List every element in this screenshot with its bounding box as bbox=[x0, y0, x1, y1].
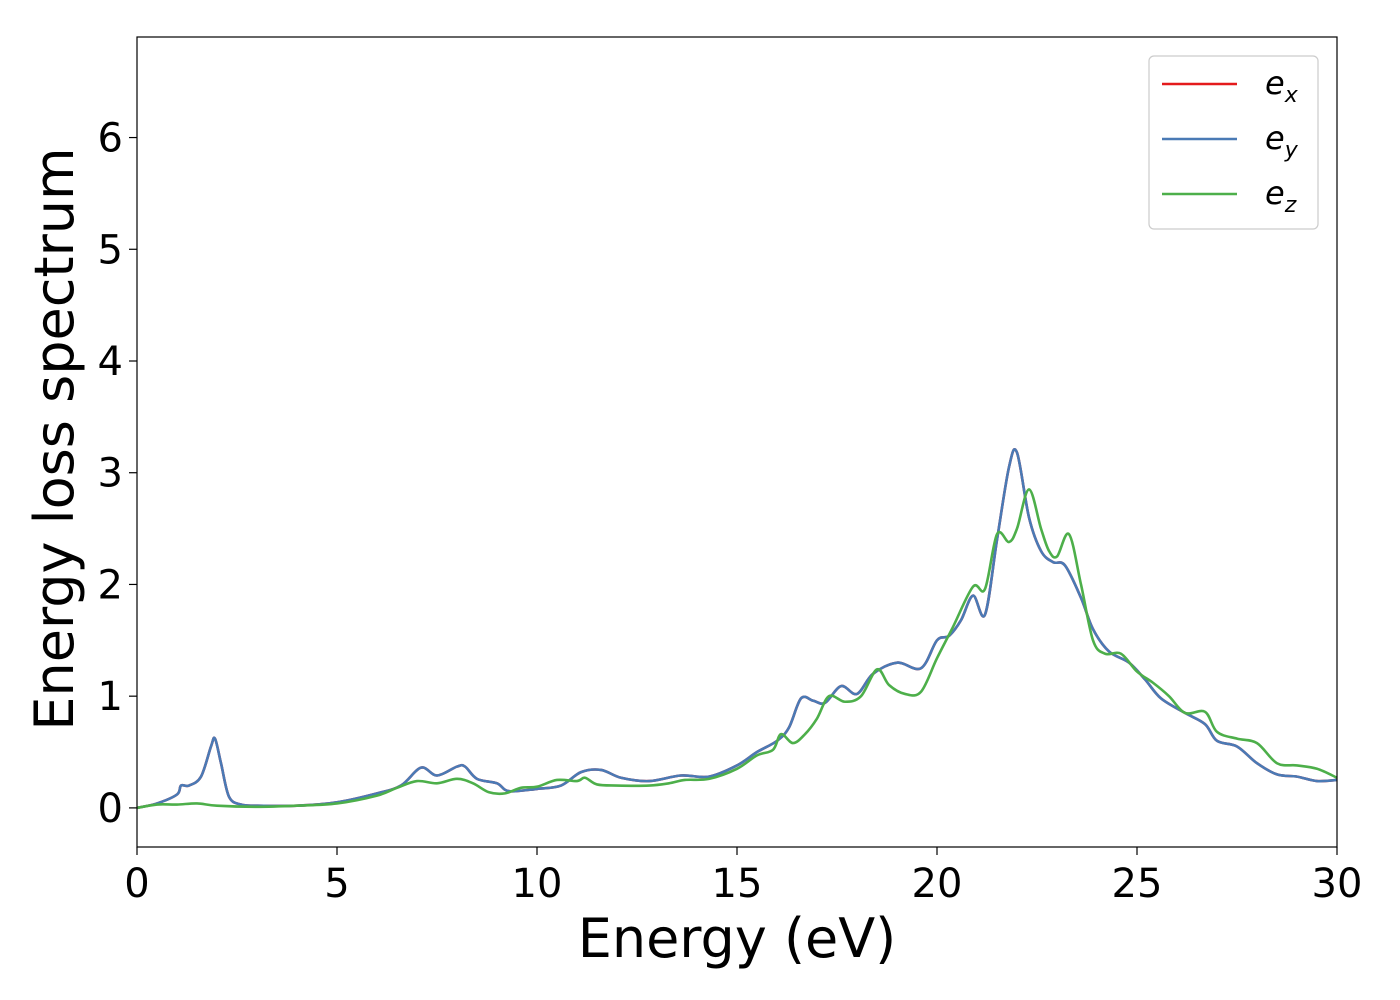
y-tick-label: 0 bbox=[98, 786, 123, 832]
x-tick-label: 20 bbox=[912, 861, 963, 907]
y-tick-label: 5 bbox=[98, 227, 123, 273]
x-axis-ticks: 0 5 10 15 20 25 30 bbox=[124, 847, 1362, 907]
legend-box bbox=[1148, 55, 1319, 230]
legend-label-y: ey bbox=[1265, 119, 1299, 163]
legend-label-x: ex bbox=[1265, 64, 1299, 108]
x-tick-label: 25 bbox=[1112, 861, 1163, 907]
x-tick-label: 0 bbox=[124, 861, 149, 907]
x-tick-label: 10 bbox=[512, 861, 563, 907]
legend-label-z: ez bbox=[1265, 174, 1297, 218]
x-tick-label: 30 bbox=[1312, 861, 1363, 907]
y-axis-label: Energy loss spectrum bbox=[23, 147, 86, 730]
x-tick-label: 5 bbox=[324, 861, 349, 907]
series-line-x bbox=[137, 448, 1337, 810]
series-line-z bbox=[137, 488, 1337, 810]
y-tick-label: 2 bbox=[98, 562, 123, 608]
x-tick-label: 15 bbox=[712, 861, 763, 907]
y-tick-label: 6 bbox=[98, 116, 123, 162]
series-line-y bbox=[137, 448, 1337, 810]
y-tick-label: 3 bbox=[98, 451, 123, 497]
y-axis-ticks: 0 1 2 3 4 5 6 bbox=[98, 116, 137, 832]
y-tick-label: 4 bbox=[98, 339, 123, 385]
plot-lines bbox=[137, 448, 1337, 810]
x-axis-label: Energy (eV) bbox=[578, 907, 897, 970]
legend: ex ey ez bbox=[1148, 55, 1319, 230]
y-tick-label: 1 bbox=[98, 674, 123, 720]
